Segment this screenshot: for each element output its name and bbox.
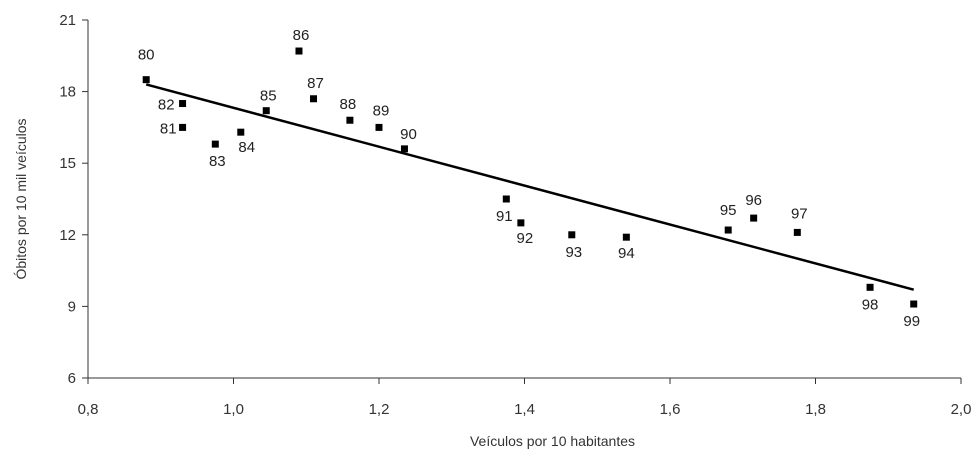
- x-axis-title: Veículos por 10 habitantes: [470, 433, 635, 449]
- data-point-label: 89: [373, 102, 390, 119]
- data-point-label: 81: [160, 120, 177, 137]
- data-point-marker: [295, 47, 303, 55]
- data-point-marker: [346, 116, 354, 124]
- axis-ticks: 0,8 1,0 1,2 1,4 1,6 1,8 2,0 6 9 12 15 18 21: [59, 12, 971, 418]
- data-point-label: 90: [400, 126, 417, 143]
- y-tick-label: 9: [68, 298, 76, 315]
- data-point-label: 97: [791, 205, 808, 222]
- data-point-marker: [910, 300, 918, 308]
- y-axis-title: Óbitos por 10 mil veículos: [13, 118, 29, 279]
- data-point-label: 95: [720, 202, 737, 219]
- x-tick-label: 1,2: [369, 401, 390, 418]
- data-point-label: 96: [745, 192, 762, 209]
- data-point-marker: [568, 231, 576, 239]
- data-point-marker: [211, 140, 219, 148]
- data-point-marker: [517, 219, 525, 227]
- data-point-label: 88: [340, 96, 357, 113]
- data-point-marker: [142, 76, 150, 84]
- data-point-label: 80: [138, 47, 155, 64]
- data-point-marker: [724, 226, 732, 234]
- data-point-marker: [400, 145, 408, 153]
- y-tick-label: 15: [59, 155, 76, 172]
- data-point-marker: [179, 100, 187, 108]
- x-tick-label: 2,0: [951, 401, 972, 418]
- data-point-marker: [375, 123, 383, 131]
- data-point-marker: [622, 233, 630, 241]
- data-point-label: 92: [517, 230, 534, 247]
- y-tick-label: 12: [59, 227, 76, 244]
- data-point-label: 94: [618, 245, 635, 262]
- data-point-label: 82: [158, 97, 175, 114]
- y-tick-label: 18: [59, 84, 76, 101]
- trend-line-group: [145, 83, 915, 291]
- data-point-label: 86: [293, 27, 310, 44]
- data-point-label: 87: [307, 75, 324, 92]
- x-tick-label: 1,8: [805, 401, 826, 418]
- x-tick-label: 1,0: [223, 401, 244, 418]
- data-point-marker: [502, 195, 510, 203]
- x-tick-label: 1,6: [660, 401, 681, 418]
- data-point-label: 83: [209, 153, 226, 170]
- x-tick-label: 1,4: [514, 401, 535, 418]
- data-point-label: 84: [238, 139, 255, 156]
- data-point-label: 93: [565, 244, 582, 261]
- data-point-marker: [310, 95, 318, 103]
- data-point-marker: [750, 214, 758, 222]
- data-point-marker: [866, 283, 874, 291]
- data-point-marker: [179, 123, 187, 131]
- data-points: [142, 47, 918, 308]
- data-point-label: 99: [903, 313, 920, 330]
- trend-line: [145, 83, 915, 291]
- axes: [87, 20, 961, 379]
- data-point-marker: [262, 107, 270, 115]
- data-point-marker: [793, 228, 801, 236]
- y-tick-label: 6: [68, 370, 76, 387]
- data-point-label: 91: [496, 208, 513, 225]
- data-point-marker: [237, 128, 245, 136]
- data-point-label: 85: [260, 88, 277, 105]
- x-tick-label: 0,8: [78, 401, 99, 418]
- data-point-label: 98: [862, 296, 879, 313]
- y-tick-label: 21: [59, 12, 76, 29]
